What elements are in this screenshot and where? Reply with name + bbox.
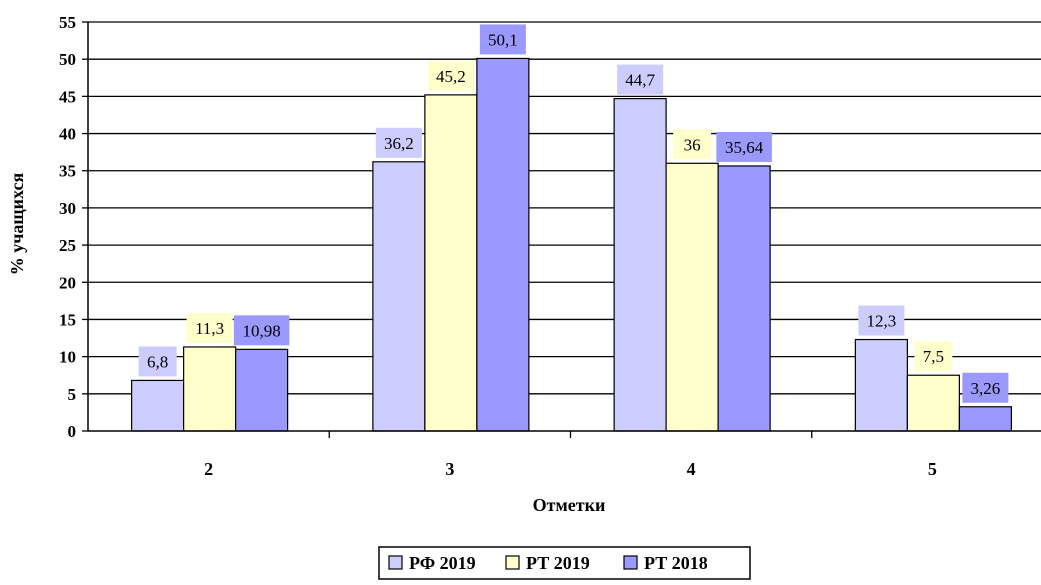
legend-box [378,546,751,580]
y-tick-label: 25 [59,236,76,255]
bar [476,57,530,432]
data-label: 45,2 [436,67,466,86]
x-tick-label: 5 [928,459,937,479]
bar [854,338,908,432]
y-tick-label: 10 [59,348,76,367]
data-label-box [375,127,422,158]
y-tick-labels: 0 5 10 15 20 25 30 35 40 45 50 55 [59,13,76,441]
y-tick-label: 0 [68,422,77,441]
data-label: 12,3 [867,312,897,331]
bar [183,346,237,432]
y-tick-label: 55 [59,13,76,32]
legend-label: РТ 2019 [526,553,590,573]
data-label-box [479,24,526,55]
bar [131,379,185,432]
y-tick-label: 20 [59,273,76,292]
axes [82,21,1041,438]
legend-label: РФ 2019 [409,553,476,573]
data-labels: 6,8 11,3 10,98 36,2 45,2 50,1 44,7 36 35,64 12,3 7… [138,24,1009,403]
data-label: 44,7 [625,71,655,90]
y-tick-label: 50 [59,50,76,69]
data-label: 35,64 [725,138,764,157]
data-label: 6,8 [147,352,168,371]
legend-swatch [388,555,403,570]
legend: РФ 2019 РТ 2019 РТ 2018 [378,546,751,580]
legend-swatch [623,555,638,570]
data-label-box [962,372,1009,403]
data-label-box [716,131,772,162]
y-tick-label: 30 [59,199,76,218]
x-tick-labels: 2 3 4 5 [204,459,937,479]
bar [906,374,960,432]
data-label: 36,2 [384,134,414,153]
data-label-box [427,60,474,91]
y-tick-label: 40 [59,125,76,144]
data-label-box [673,129,712,160]
data-label: 3,26 [971,379,1001,398]
y-axis-title: % учащихся [7,173,27,276]
bar [424,94,478,432]
data-label: 36 [684,135,701,154]
bars-group [131,57,1012,432]
bar [235,348,289,432]
data-label: 11,3 [195,319,224,338]
data-label: 7,5 [923,347,944,366]
bar [958,406,1012,432]
data-label: 50,1 [488,30,518,49]
data-label: 10,98 [243,321,281,340]
bar [372,161,426,432]
data-label-box [914,341,953,372]
x-tick-label: 3 [445,459,454,479]
bar [717,165,771,432]
data-label-box [233,315,290,346]
data-label-box [858,305,905,336]
y-tick-label: 45 [59,87,76,106]
data-label-box [617,64,664,95]
x-tick-label: 4 [687,459,696,479]
legend-swatch [505,555,520,570]
x-axis-title: Отметки [533,495,606,515]
bar [613,97,667,432]
bar [665,162,719,432]
y-tick-label: 15 [59,310,76,329]
data-label-box [138,346,177,377]
x-tick-label: 2 [204,459,213,479]
legend-label: РТ 2018 [644,553,708,573]
data-label-box [186,312,233,343]
y-tick-label: 35 [59,162,76,181]
y-tick-label: 5 [68,385,77,404]
